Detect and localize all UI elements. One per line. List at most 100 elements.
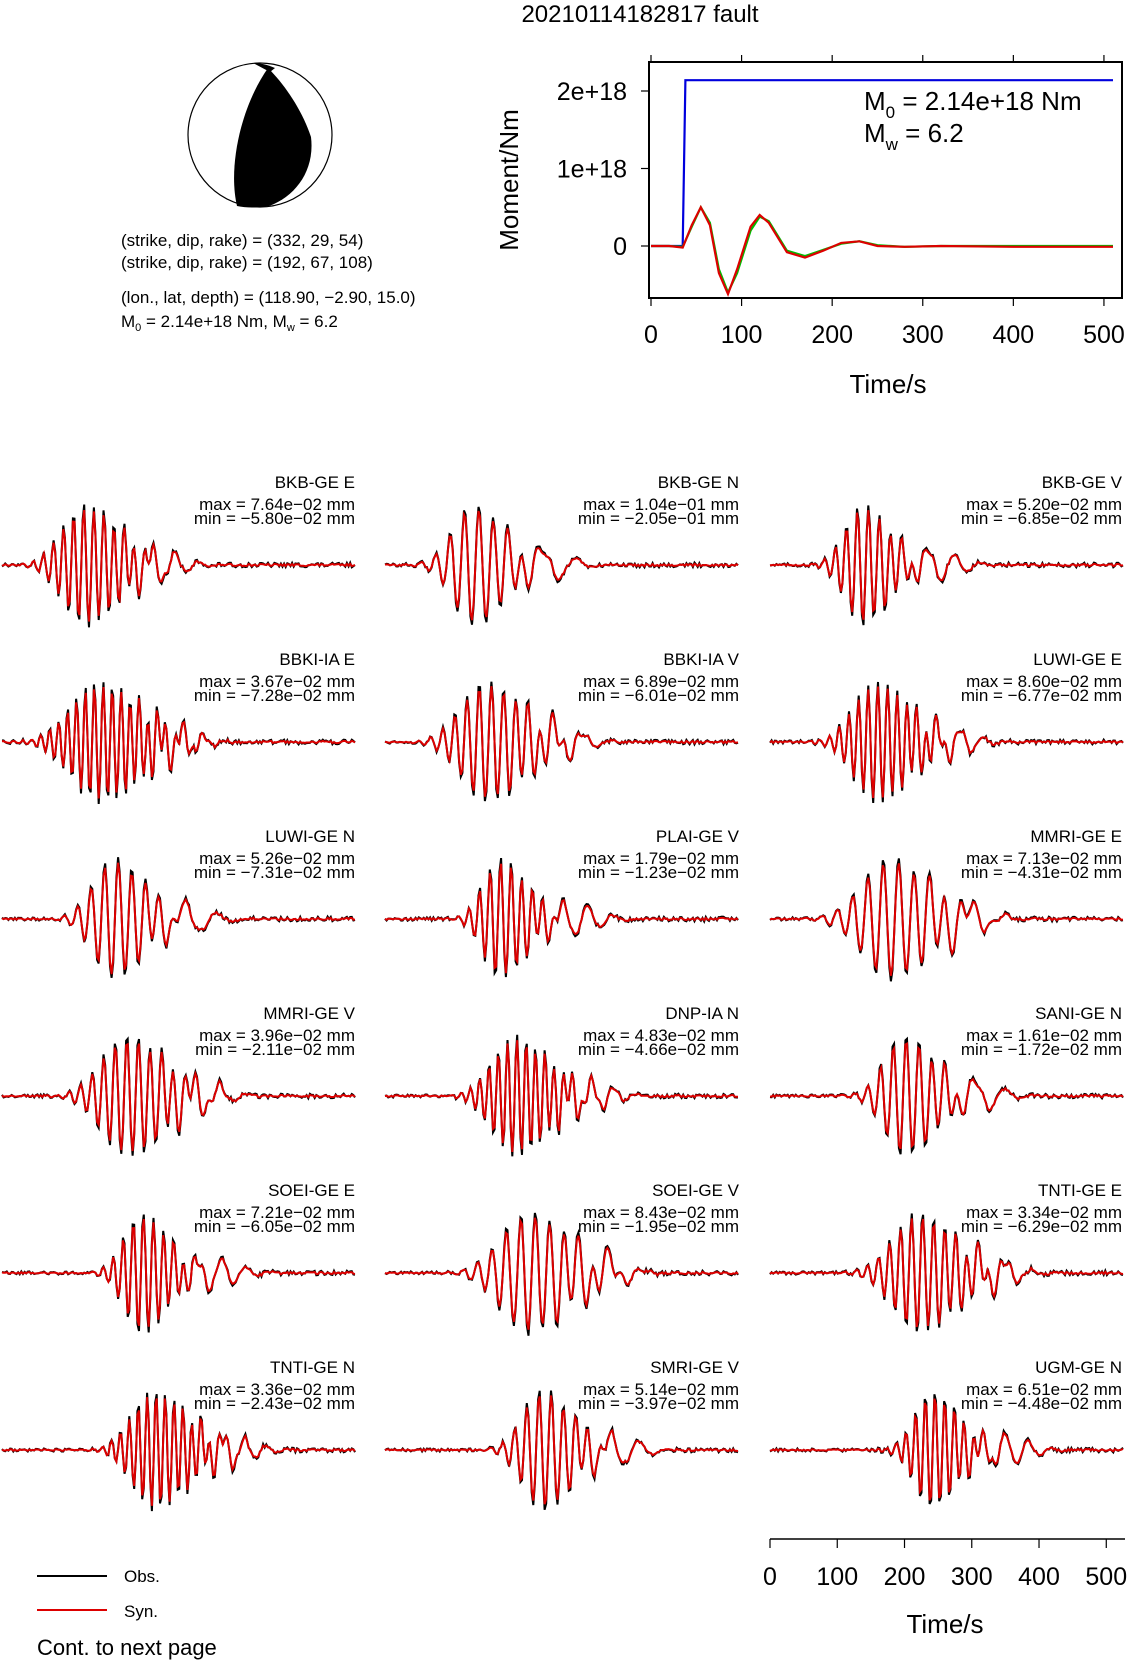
trace-min-label: min = −6.01e−02 mm <box>578 686 739 705</box>
moment-x-axis-label: Time/s <box>849 369 926 399</box>
moment-plot-frame <box>648 61 1123 299</box>
trace-min-label: min = −6.85e−02 mm <box>961 509 1122 528</box>
trace-synthetic-line <box>1 1042 356 1152</box>
trace-station-label: TNTI-GE N <box>270 1358 355 1377</box>
trace-max-label: max = 7.21e−02 mm <box>199 1203 355 1222</box>
time-axis-tick-label: 0 <box>763 1563 777 1591</box>
trace-station-label: MMRI-GE V <box>263 1004 355 1023</box>
trace-max-label: max = 8.60e−02 mm <box>966 672 1122 691</box>
seismogram-time-axis: 0 100 200 300 400 500 Time/s <box>763 1538 1127 1639</box>
trace-station-label: BBKI-IA E <box>279 650 355 669</box>
trace-synthetic-line <box>769 1398 1124 1501</box>
trace-station-label: SOEI-GE E <box>268 1181 355 1200</box>
continuation-note: Cont. to next page <box>37 1635 217 1660</box>
trace-station-label: SANI-GE N <box>1035 1004 1122 1023</box>
trace-synthetic-line <box>769 510 1124 620</box>
trace-min-label: min = −7.31e−02 mm <box>194 863 355 882</box>
trace-station-label: BKB-GE E <box>275 473 355 492</box>
trace-station-label: BBKI-IA V <box>663 650 739 669</box>
beachball-compressional-quadrant <box>234 68 312 208</box>
trace-station-label: PLAI-GE V <box>656 827 740 846</box>
trace-min-label: min = −2.11e−02 mm <box>195 1040 355 1059</box>
moment-rate-chart: 0 100 200 300 400 500 0 1e+18 2e+18 Time/s Moment/… <box>494 55 1125 399</box>
trace-max-label: max = 1.61e−02 mm <box>966 1026 1122 1045</box>
trace-min-label: min = −4.48e−02 mm <box>961 1394 1122 1413</box>
trace-min-label: min = −1.95e−02 mm <box>578 1217 739 1236</box>
legend-syn-label: Syn. <box>124 1602 158 1621</box>
mechanism-plane1: (strike, dip, rake) = (332, 29, 54) <box>121 231 363 250</box>
time-axis-tick-label: 200 <box>884 1563 926 1591</box>
time-axis-tick-label: 100 <box>816 1563 858 1591</box>
trace-station-label: SMRI-GE V <box>650 1358 739 1377</box>
time-axis-label: Time/s <box>906 1609 983 1639</box>
trace-synthetic-line <box>1 1397 356 1506</box>
trace-synthetic-line <box>1 687 356 799</box>
trace-max-label: max = 4.83e−02 mm <box>583 1026 739 1045</box>
trace-min-label: min = −6.05e−02 mm <box>194 1217 355 1236</box>
moment-y-tick-label: 0 <box>613 233 627 261</box>
time-axis-tick-label: 400 <box>1018 1563 1060 1591</box>
trace-min-label: min = −2.05e−01 mm <box>578 509 739 528</box>
trace-max-label: max = 1.04e−01 mm <box>583 495 739 514</box>
trace-synthetic-line <box>384 1217 739 1330</box>
mechanism-plane2: (strike, dip, rake) = (192, 67, 108) <box>121 253 373 272</box>
trace-synthetic-line <box>384 1395 739 1505</box>
trace-synthetic-line <box>384 863 739 974</box>
trace-station-label: MMRI-GE E <box>1030 827 1122 846</box>
trace-station-label: BKB-GE V <box>1042 473 1123 492</box>
trace-min-label: min = −1.23e−02 mm <box>578 863 739 882</box>
trace-min-label: min = −7.28e−02 mm <box>194 686 355 705</box>
trace-synthetic-line <box>769 1041 1124 1150</box>
moment-series-line-1 <box>651 204 1113 296</box>
trace-min-label: min = −4.66e−02 mm <box>578 1040 739 1059</box>
trace-station-label: BKB-GE N <box>658 473 739 492</box>
beachball-compressional-cap <box>253 63 275 72</box>
trace-synthetic-line <box>384 686 739 797</box>
trace-max-label: max = 3.67e−02 mm <box>199 672 355 691</box>
trace-min-label: min = −5.80e−02 mm <box>194 509 355 528</box>
trace-synthetic-line <box>384 1040 738 1152</box>
trace-synthetic-line <box>769 1218 1124 1328</box>
legend: Obs. Syn. <box>37 1567 160 1621</box>
moment-x-tick-label: 100 <box>721 321 763 349</box>
trace-max-label: max = 1.79e−02 mm <box>583 849 739 868</box>
trace-synthetic-line <box>769 686 1124 798</box>
trace-synthetic-line <box>1 1218 356 1327</box>
trace-max-label: max = 8.43e−02 mm <box>583 1203 739 1222</box>
trace-station-label: TNTI-GE E <box>1038 1181 1122 1200</box>
time-axis-tick-label: 300 <box>951 1563 993 1591</box>
trace-max-label: max = 3.96e−02 mm <box>199 1026 355 1045</box>
trace-station-label: LUWI-GE N <box>265 827 355 846</box>
moment-x-tick-label: 200 <box>811 321 853 349</box>
trace-synthetic-line <box>1 862 356 975</box>
moment-x-tick-label: 0 <box>644 321 658 349</box>
trace-max-label: max = 5.14e−02 mm <box>583 1380 739 1399</box>
time-axis-tick-label: 500 <box>1085 1563 1127 1591</box>
magnitude-line: M0 = 2.14e+18 Nm, Mw = 6.2 <box>121 312 338 334</box>
trace-synthetic-line <box>384 510 739 621</box>
focal-mechanism-beachball <box>187 62 333 208</box>
trace-min-label: min = −1.72e−02 mm <box>961 1040 1122 1059</box>
trace-max-label: max = 5.26e−02 mm <box>199 849 355 868</box>
hypocenter-line: (lon., lat, depth) = (118.90, −2.90, 15.… <box>121 288 416 307</box>
trace-max-label: max = 6.89e−02 mm <box>583 672 739 691</box>
trace-synthetic-line <box>769 863 1124 976</box>
moment-x-tick-label: 300 <box>902 321 944 349</box>
trace-min-label: min = −3.97e−02 mm <box>578 1394 739 1413</box>
